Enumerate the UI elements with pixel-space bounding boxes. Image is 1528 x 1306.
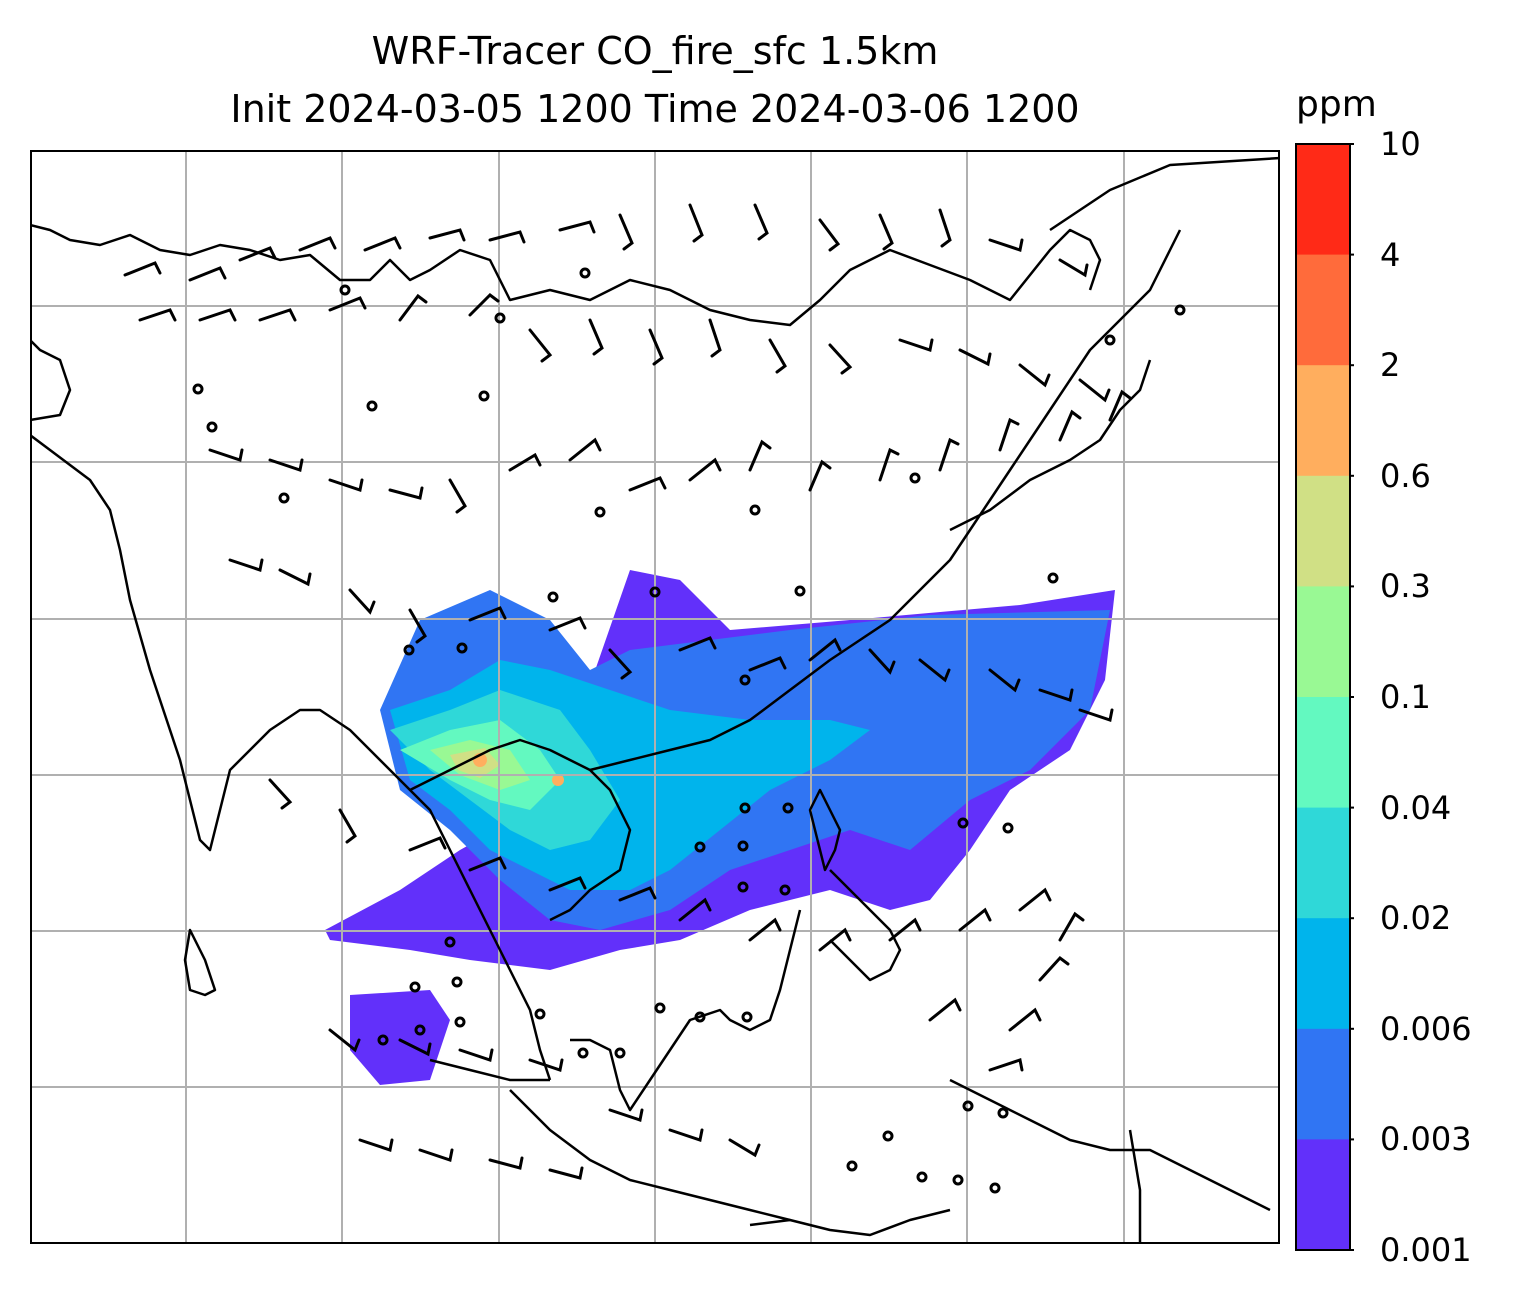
- colorbar-tick-label: 2: [1380, 346, 1401, 385]
- colorbar-tick-label: 4: [1380, 235, 1401, 274]
- colorbar: [1295, 143, 1354, 1251]
- tracer-plume: [325, 570, 1115, 1085]
- colorbar-unit-label: ppm: [1296, 84, 1377, 125]
- colorbar-tick-label: 0.3: [1380, 567, 1431, 606]
- colorbar-tick-label: 10: [1380, 125, 1421, 163]
- map-frame: [30, 150, 1280, 1244]
- coastlines: [30, 156, 1280, 1244]
- colorbar-bin: [1296, 475, 1350, 587]
- calm-markers: [192, 267, 1186, 1194]
- colorbar-bin: [1296, 144, 1350, 256]
- colorbar-tick-label: 0.001: [1380, 1231, 1472, 1269]
- colorbar-bin: [1296, 1028, 1350, 1140]
- colorbar-tick-label: 0.02: [1380, 899, 1452, 938]
- wind-barbs: [123, 203, 1132, 1180]
- colorbar-tick-label: 0.04: [1380, 788, 1452, 827]
- colorbar-tick-label: 0.1: [1380, 678, 1431, 716]
- colorbar-tick-label: 0.6: [1380, 456, 1431, 495]
- colorbar-bin: [1296, 697, 1350, 809]
- map-title-line2: Init 2024-03-05 1200 Time 2024-03-06 120…: [230, 87, 1080, 131]
- colorbar-tick-label: 0.003: [1380, 1120, 1472, 1159]
- colorbar-bin: [1296, 365, 1350, 477]
- colorbar-bin: [1296, 586, 1350, 698]
- colorbar-bin: [1296, 918, 1350, 1030]
- colorbar-bin: [1296, 807, 1350, 919]
- map-title-line1: WRF-Tracer CO_fire_sfc 1.5km: [371, 29, 939, 73]
- map-grid: [30, 150, 1280, 1244]
- colorbar-bin: [1296, 1139, 1350, 1251]
- colorbar-tick-label: 0.006: [1380, 1009, 1472, 1048]
- colorbar-bin: [1296, 254, 1350, 366]
- map-panel: [30, 150, 1280, 1244]
